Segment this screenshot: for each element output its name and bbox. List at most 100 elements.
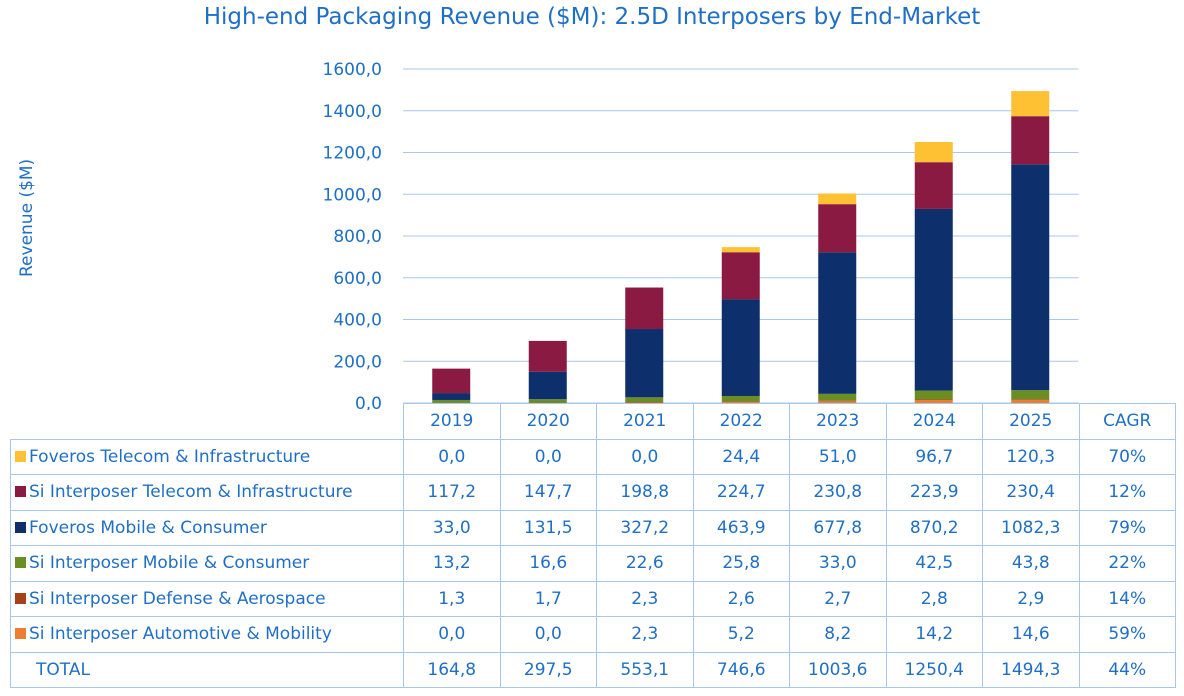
legend-label: Si Interposer Defense & Aerospace bbox=[29, 588, 326, 609]
x-tick-label: 2022 bbox=[692, 403, 790, 440]
data-label: 223,9 bbox=[885, 474, 983, 511]
bar-segment bbox=[721, 401, 760, 403]
legend-entry: Si Interposer Telecom & Infrastructure bbox=[10, 474, 404, 511]
data-label: 5,2 bbox=[692, 616, 790, 653]
y-tick-label: 200,0 bbox=[333, 352, 382, 372]
cagr-value: 14% bbox=[1078, 580, 1176, 617]
data-label: 553,1 bbox=[596, 651, 694, 688]
table-row: Si Interposer Defense & Aerospace 1,3 1,7 2… bbox=[10, 580, 1176, 617]
table-row: Si Interposer Mobile & Consumer 13,2 16,6 2… bbox=[10, 545, 1176, 582]
bar-segment bbox=[528, 340, 567, 372]
bar-segment bbox=[721, 401, 760, 402]
bar-segment bbox=[721, 252, 760, 300]
bar-segment bbox=[914, 208, 953, 391]
data-label: 14,6 bbox=[982, 616, 1080, 653]
cagr-header: CAGR bbox=[1078, 403, 1176, 440]
bar-segment bbox=[1011, 116, 1050, 165]
table-row: TOTAL 164,8 297,5 553,1 746,6 1003,6 1250,4 149… bbox=[10, 651, 1176, 688]
data-label: 2,8 bbox=[885, 580, 983, 617]
legend-label: Foveros Telecom & Infrastructure bbox=[29, 446, 311, 467]
bar-segment bbox=[721, 247, 760, 253]
bar-segment bbox=[818, 204, 857, 253]
data-label: 131,5 bbox=[499, 509, 597, 546]
bar-segment bbox=[625, 329, 664, 398]
legend-entry: Foveros Telecom & Infrastructure bbox=[10, 438, 404, 475]
cagr-value: 79% bbox=[1078, 509, 1176, 546]
data-label: 0,0 bbox=[596, 438, 694, 475]
data-label: 8,2 bbox=[789, 616, 887, 653]
data-table: 2019 2020 2021 2022 2023 2024 2025 CAGR Foveros … bbox=[10, 403, 1176, 688]
x-tick-label: 2023 bbox=[789, 403, 887, 440]
data-label: 0,0 bbox=[403, 616, 501, 653]
table-corner bbox=[10, 403, 404, 440]
cagr-value: 70% bbox=[1078, 438, 1176, 475]
legend-entry: Si Interposer Mobile & Consumer bbox=[10, 545, 404, 582]
data-label: 96,7 bbox=[885, 438, 983, 475]
x-tick-label: 2024 bbox=[885, 403, 983, 440]
x-tick-label: 2019 bbox=[403, 403, 501, 440]
bar-segment bbox=[914, 399, 953, 401]
data-label: 2,9 bbox=[982, 580, 1080, 617]
data-label: 677,8 bbox=[789, 509, 887, 546]
data-label: 1,7 bbox=[499, 580, 597, 617]
legend-swatch bbox=[15, 450, 26, 462]
bar-segment bbox=[625, 402, 664, 404]
bar-segment bbox=[625, 397, 664, 403]
y-tick-label: 1400,0 bbox=[323, 102, 382, 122]
x-tick-label: 2025 bbox=[982, 403, 1080, 440]
bar-segment bbox=[914, 400, 953, 403]
bar-segment bbox=[1011, 399, 1050, 403]
data-label: 117,2 bbox=[403, 474, 501, 511]
data-label: 43,8 bbox=[982, 545, 1080, 582]
table-row: Foveros Mobile & Consumer 33,0 131,5 327,2 4… bbox=[10, 509, 1176, 546]
bar-segment bbox=[721, 299, 760, 396]
x-tick-label: 2020 bbox=[499, 403, 597, 440]
bar-segment bbox=[1011, 164, 1050, 391]
table-header-row: 2019 2020 2021 2022 2023 2024 2025 CAGR bbox=[10, 403, 1176, 440]
data-label: 230,4 bbox=[982, 474, 1080, 511]
y-tick-label: 1200,0 bbox=[323, 144, 382, 164]
data-label: 870,2 bbox=[885, 509, 983, 546]
bar-segment bbox=[625, 402, 664, 403]
bar-segment bbox=[432, 393, 471, 400]
bar-segment bbox=[432, 399, 471, 403]
table-row: Si Interposer Automotive & Mobility 0,0 0,… bbox=[10, 616, 1176, 653]
legend-label: Si Interposer Automotive & Mobility bbox=[29, 624, 332, 645]
legend-entry: Si Interposer Automotive & Mobility bbox=[10, 616, 404, 653]
data-label: 0,0 bbox=[499, 616, 597, 653]
data-label: 1250,4 bbox=[885, 651, 983, 688]
bar-segment bbox=[528, 371, 567, 400]
data-label: 198,8 bbox=[596, 474, 694, 511]
legend-entry: Si Interposer Defense & Aerospace bbox=[10, 580, 404, 617]
legend-label: Si Interposer Telecom & Infrastructure bbox=[29, 482, 353, 503]
y-tick-label: 1600,0 bbox=[323, 60, 382, 80]
y-tick-label: 800,0 bbox=[333, 227, 382, 247]
data-label: 22,6 bbox=[596, 545, 694, 582]
bars bbox=[432, 91, 1050, 404]
y-tick-label: 600,0 bbox=[333, 269, 382, 289]
bar-segment bbox=[1011, 390, 1050, 400]
bar-segment bbox=[914, 141, 953, 163]
cagr-value: 59% bbox=[1078, 616, 1176, 653]
bar-segment bbox=[818, 252, 857, 394]
data-label: 2,7 bbox=[789, 580, 887, 617]
stacked-bar-chart: 0,0200,0400,0600,0800,01000,01200,01400,… bbox=[323, 60, 1079, 410]
data-label: 1494,3 bbox=[982, 651, 1080, 688]
bar-segment bbox=[818, 400, 857, 402]
data-label: 51,0 bbox=[789, 438, 887, 475]
data-label: 224,7 bbox=[692, 474, 790, 511]
legend-label: TOTAL bbox=[36, 659, 90, 680]
bar-segment bbox=[914, 390, 953, 400]
data-label: 2,3 bbox=[596, 616, 694, 653]
legend-entry: TOTAL bbox=[10, 651, 404, 688]
data-label: 25,8 bbox=[692, 545, 790, 582]
legend-swatch bbox=[15, 486, 26, 498]
y-tick-label: 1000,0 bbox=[323, 185, 382, 205]
bar-segment bbox=[432, 368, 471, 394]
data-label: 164,8 bbox=[403, 651, 501, 688]
data-label: 42,5 bbox=[885, 545, 983, 582]
data-label: 230,8 bbox=[789, 474, 887, 511]
bar-segment bbox=[1011, 91, 1050, 117]
bar-segment bbox=[625, 287, 664, 330]
data-label: 120,3 bbox=[982, 438, 1080, 475]
